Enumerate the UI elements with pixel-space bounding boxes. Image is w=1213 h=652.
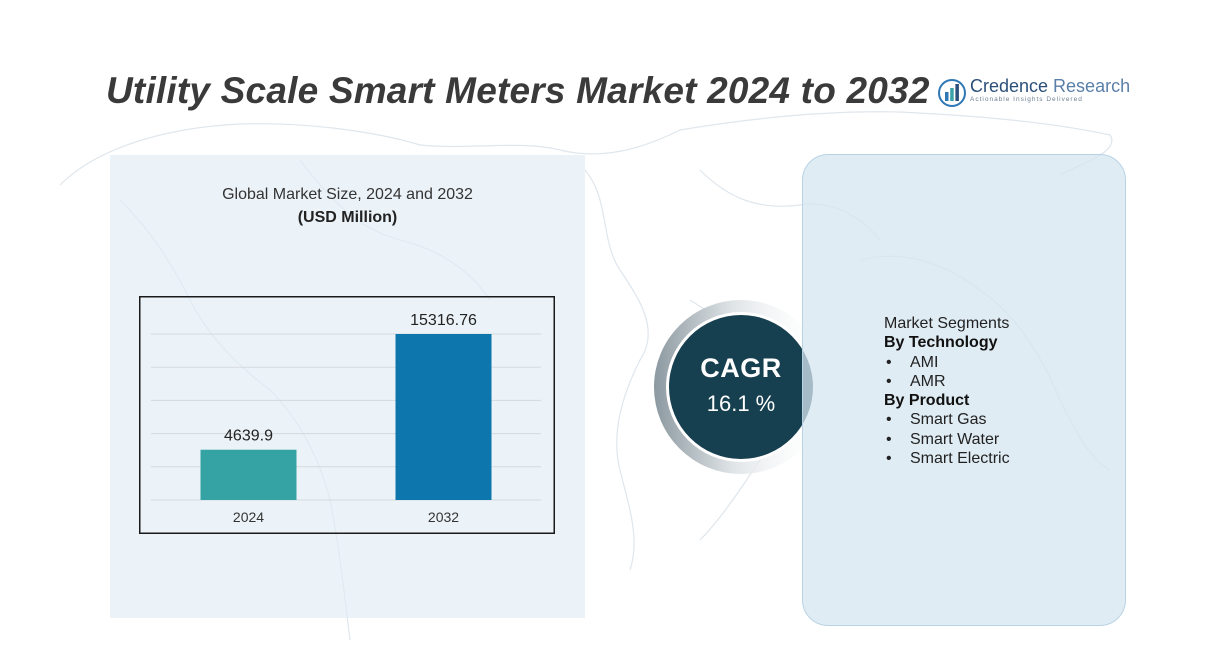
- segments-heading: Market Segments: [884, 315, 1010, 332]
- logo-tagline: Actionable Insights Delivered: [970, 96, 1083, 103]
- page-title: Utility Scale Smart Meters Market 2024 t…: [106, 70, 930, 111]
- segment-item: Smart Gas: [884, 410, 1010, 430]
- chart-unit: (USD Million): [297, 209, 398, 226]
- segment-item: Smart Water: [884, 430, 1010, 450]
- chart-bars: 4639.9 2024 15316.76 2032: [200, 312, 492, 525]
- bar-2032: [395, 334, 492, 500]
- bar-chart-logo-icon: [938, 79, 966, 107]
- chart-title: Global Market Size, 2024 and 2032: [222, 186, 473, 203]
- market-size-panel: Global Market Size, 2024 and 2032 (USD M…: [110, 155, 585, 618]
- x-tick-label-2024: 2024: [233, 509, 264, 525]
- cagr-badge: [654, 300, 820, 474]
- market-segments: Market Segments By Technology AMI AMR By…: [884, 314, 1010, 469]
- segment-group-technology-title: By Technology: [884, 334, 998, 352]
- segment-item: Smart Electric: [884, 449, 1010, 469]
- cagr-label: CAGR: [700, 353, 782, 383]
- credence-research-logo: Credence Research Actionable Insights De…: [938, 76, 1130, 110]
- segment-item: AMR: [884, 372, 1010, 392]
- segment-group-product-list: Smart Gas Smart Water Smart Electric: [884, 410, 1010, 468]
- market-size-bar-chart: 4639.9 2024 15316.76 2032: [139, 296, 555, 534]
- segment-group-technology-list: AMI AMR: [884, 353, 1010, 392]
- chart-frame: [139, 296, 555, 534]
- x-tick-label-2032: 2032: [428, 509, 459, 525]
- logo-name: Credence Research: [970, 76, 1130, 97]
- data-label-2032: 15316.76: [410, 312, 477, 329]
- logo-name-bold: Credence: [970, 76, 1049, 96]
- segment-group-product-title: By Product: [884, 392, 970, 410]
- segment-item: AMI: [884, 353, 1010, 373]
- cagr-value: 16.1 %: [706, 391, 776, 416]
- cagr-circle: [669, 315, 813, 459]
- data-label-2024: 4639.9: [224, 428, 273, 445]
- logo-name-light: Research: [1048, 76, 1131, 96]
- bar-2024: [200, 449, 297, 500]
